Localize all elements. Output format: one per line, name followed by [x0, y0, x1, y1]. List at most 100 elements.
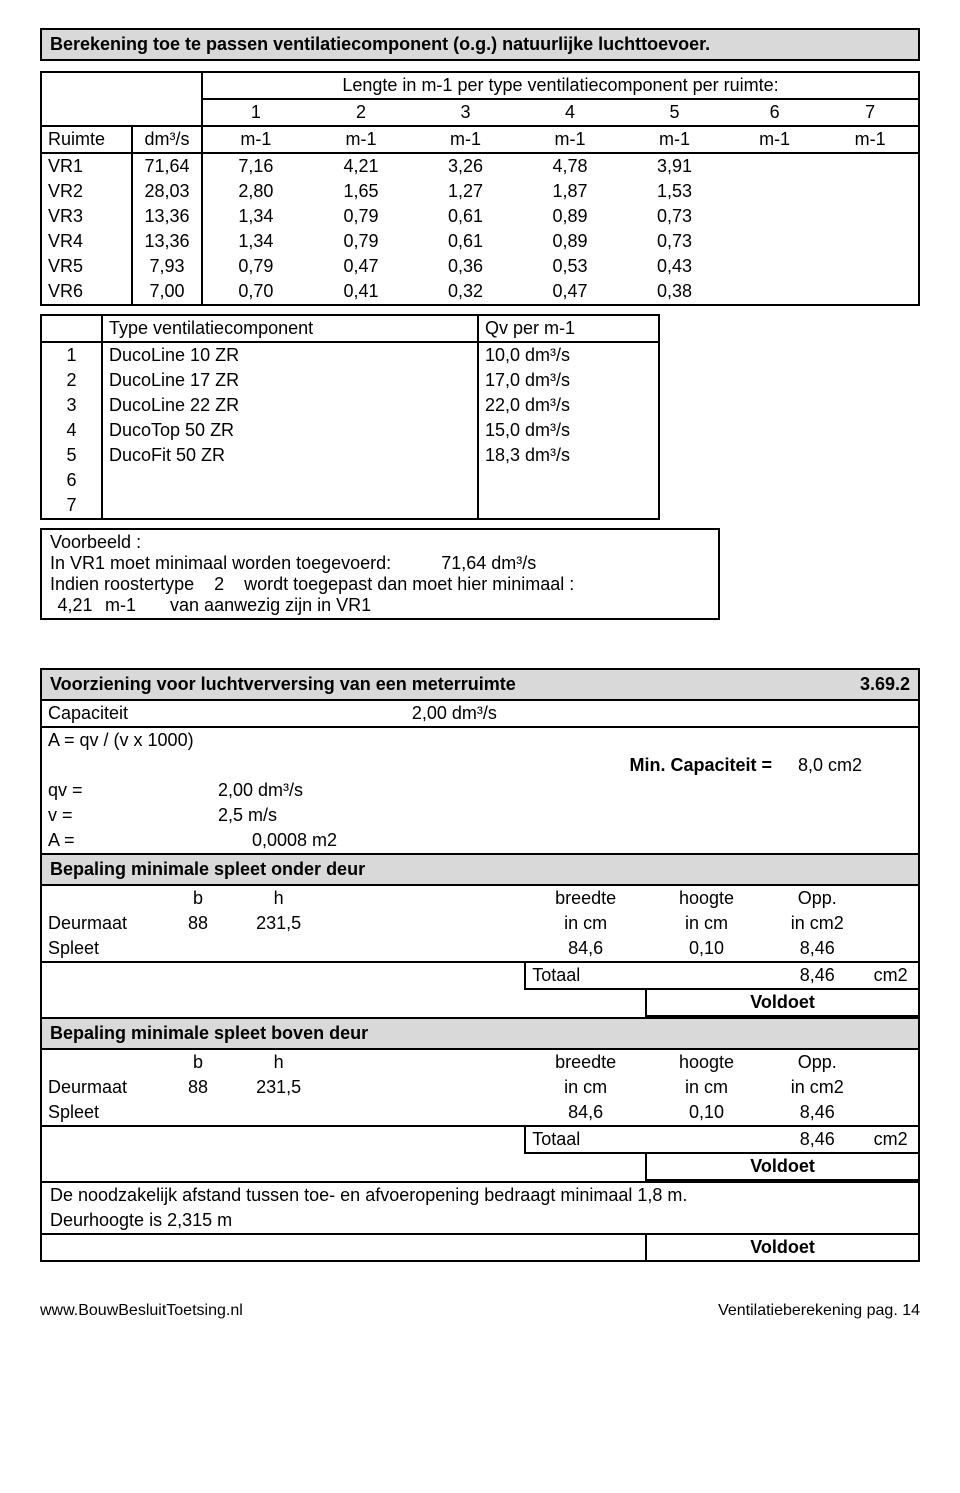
voorbeeld-block: Voorbeeld : In VR1 moet minimaal worden … [40, 528, 720, 620]
col-opp: Opp. [767, 886, 868, 911]
vr-val [822, 254, 918, 279]
vr-val: 7,16 [202, 153, 309, 179]
unit-o: in cm2 [767, 911, 868, 936]
totaal-unit: cm2 [868, 962, 918, 989]
spleet-b: 84,6 [525, 936, 646, 962]
v-val: 2,5 m/s [212, 803, 406, 828]
type-num: 7 [42, 493, 102, 518]
spleet-label: Spleet [42, 936, 163, 962]
deurmaat-label: Deurmaat [42, 911, 163, 936]
mincap-val: 8,0 cm2 [778, 753, 868, 778]
col-num: 4 [518, 99, 623, 126]
col-num: 3 [413, 99, 518, 126]
lengte-header: Lengte in m-1 per type ventilatiecompone… [202, 73, 918, 99]
type-qv: 15,0 dm³/s [478, 418, 658, 443]
voorziening-ref: 3.69.2 [860, 674, 910, 695]
vr-val [822, 179, 918, 204]
vr-val: 3,91 [622, 153, 727, 179]
totaal-label: Totaal [525, 1126, 646, 1153]
col-num: 5 [622, 99, 727, 126]
vr-name: VR5 [42, 254, 132, 279]
totaal-val: 8,46 [767, 962, 868, 989]
type-qv: 10,0 dm³/s [478, 342, 658, 368]
vr-v0: 7,93 [132, 254, 202, 279]
type-table: Type ventilatiecomponent Qv per m-1 1Duc… [42, 316, 658, 518]
vr-val: 0,89 [518, 204, 623, 229]
type-header-right: Qv per m-1 [478, 316, 658, 342]
voorbeeld-val: 2 [199, 574, 239, 595]
col-h: h [233, 886, 324, 911]
vr-v0: 7,00 [132, 279, 202, 304]
a-val: 0,0008 m2 [212, 828, 406, 853]
vr-val: 0,73 [622, 229, 727, 254]
col-breedte: breedte [525, 1050, 646, 1075]
totaal-val: 8,46 [767, 1126, 868, 1153]
vr-val: 1,34 [202, 229, 309, 254]
col-num: 2 [309, 99, 414, 126]
footer-right: Ventilatieberekening pag. 14 [718, 1302, 920, 1320]
vr-val [727, 229, 823, 254]
capaciteit-label: Capaciteit [42, 701, 212, 727]
col-b: b [163, 886, 233, 911]
type-name: DucoLine 10 ZR [102, 342, 478, 368]
vr-val: 1,27 [413, 179, 518, 204]
col-h: h [233, 1050, 324, 1075]
col-unit: m-1 [309, 126, 414, 153]
vr-table-block: Lengte in m-1 per type ventilatiecompone… [40, 71, 920, 306]
unit-b: in cm [525, 1075, 646, 1100]
qv-label: qv = [42, 778, 212, 803]
vr-val: 4,78 [518, 153, 623, 179]
vr-val: 1,34 [202, 204, 309, 229]
spleet-b: 84,6 [525, 1100, 646, 1126]
vr-name: VR1 [42, 153, 132, 179]
totaal-unit: cm2 [868, 1126, 918, 1153]
type-qv [478, 493, 658, 518]
result-afstand: Voldoet [646, 1235, 918, 1260]
spleet-o: 8,46 [767, 936, 868, 962]
type-qv: 18,3 dm³/s [478, 443, 658, 468]
vr-val [727, 279, 823, 304]
deurmaat-h: 231,5 [233, 1075, 324, 1100]
voorbeeld-val: 4,21 [50, 595, 100, 616]
vr-val: 0,41 [309, 279, 414, 304]
vr-val [822, 229, 918, 254]
vr-val [822, 279, 918, 304]
vr-val: 0,47 [309, 254, 414, 279]
col-hoogte: hoogte [646, 1050, 767, 1075]
col-unit: m-1 [202, 126, 309, 153]
col-unit: m-1 [413, 126, 518, 153]
vr-val [727, 204, 823, 229]
spleet-h: 0,10 [646, 1100, 767, 1126]
vr-val: 2,80 [202, 179, 309, 204]
col-unit: m-1 [822, 126, 918, 153]
vr-val: 0,79 [309, 204, 414, 229]
totaal-label: Totaal [525, 962, 646, 989]
vr-val [822, 204, 918, 229]
mincap-label: Min. Capaciteit = [549, 753, 778, 778]
type-qv [478, 468, 658, 493]
vr-val: 1,87 [518, 179, 623, 204]
voorziening-block: Voorziening voor luchtverversing van een… [40, 668, 920, 1262]
spleet-onder-title: Bepaling minimale spleet onder deur [42, 853, 918, 886]
spleet-boven-title: Bepaling minimale spleet boven deur [42, 1017, 918, 1050]
deurmaat-b: 88 [163, 911, 233, 936]
voorziening-title: Voorziening voor luchtverversing van een… [50, 674, 516, 695]
vr-val [822, 153, 918, 179]
spleet-h: 0,10 [646, 936, 767, 962]
type-name: DucoLine 17 ZR [102, 368, 478, 393]
type-header-left: Type ventilatiecomponent [102, 316, 478, 342]
vr-val: 0,61 [413, 229, 518, 254]
capaciteit-val: 2,00 dm³/s [406, 701, 550, 727]
vr-v0: 71,64 [132, 153, 202, 179]
vr-v0: 13,36 [132, 229, 202, 254]
voorbeeld-line: Indien roostertype [50, 574, 194, 594]
col-breedte: breedte [525, 886, 646, 911]
type-table-block: Type ventilatiecomponent Qv per m-1 1Duc… [40, 314, 660, 520]
vr-val: 0,79 [309, 229, 414, 254]
vr-name: VR2 [42, 179, 132, 204]
col-unit: m-1 [518, 126, 623, 153]
vr-val: 3,26 [413, 153, 518, 179]
type-num: 1 [42, 342, 102, 368]
deurmaat-label: Deurmaat [42, 1075, 163, 1100]
vr-val: 0,36 [413, 254, 518, 279]
